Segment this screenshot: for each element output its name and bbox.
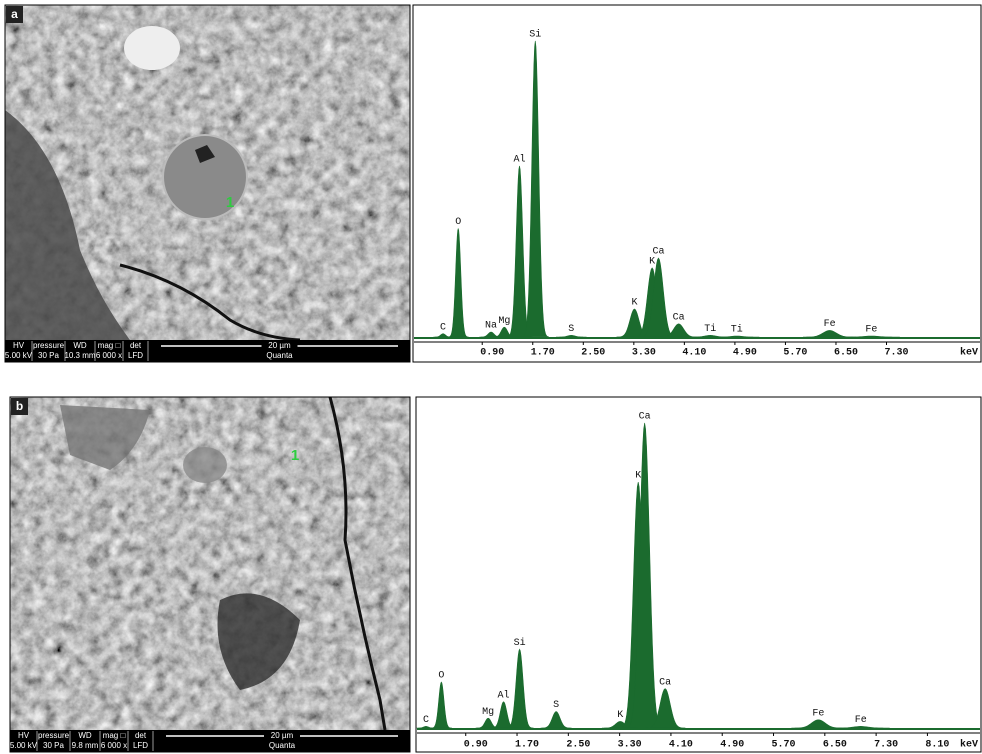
peak-label: Ca <box>652 247 664 258</box>
x-tick-label: 3.30 <box>632 348 656 359</box>
peak-label: S <box>553 700 559 711</box>
info-header: det <box>130 341 142 350</box>
x-tick-label: 1.70 <box>515 740 539 751</box>
x-tick-label: 7.30 <box>874 740 898 751</box>
peak-label: C <box>440 322 446 333</box>
sem-image <box>10 397 410 730</box>
peak-label: K <box>649 257 655 268</box>
info-value: 30 Pa <box>43 741 64 750</box>
info-header: pressure <box>33 341 65 350</box>
peak-label: Ti <box>731 324 743 336</box>
info-header: det <box>135 731 147 740</box>
x-tick-label: 4.10 <box>682 348 706 359</box>
x-tick-label: 6.50 <box>834 348 858 359</box>
peak-label: Si <box>529 29 541 41</box>
x-tick-label: 0.90 <box>464 740 488 751</box>
info-value: 10.3 mm <box>64 351 95 360</box>
peak-label: Fe <box>855 715 867 726</box>
info-header: HV <box>18 731 30 740</box>
panel-label: b <box>16 399 23 413</box>
info-value: 5.00 kV <box>10 741 38 750</box>
instrument: Quanta <box>269 741 296 750</box>
peak-label: Al <box>498 689 510 701</box>
info-header: mag □ <box>103 731 126 740</box>
scale-label: 20 µm <box>268 341 291 350</box>
peak-label: Ca <box>659 677 671 688</box>
info-value: 6 000 x <box>96 351 122 360</box>
x-tick-label: 4.10 <box>669 740 693 751</box>
info-value: LFD <box>128 351 143 360</box>
spot-marker: 1 <box>226 194 234 211</box>
peak-label: Na <box>485 321 497 332</box>
peak-label: Fe <box>812 708 824 719</box>
x-axis-label: keV <box>960 347 978 359</box>
peak-label: Al <box>513 154 525 166</box>
x-tick-label: 2.50 <box>581 348 605 359</box>
x-tick-label: 0.90 <box>480 348 504 359</box>
x-axis-label: keV <box>960 739 978 751</box>
info-value: 30 Pa <box>38 351 59 360</box>
spot-marker: 1 <box>291 447 299 464</box>
info-header: mag □ <box>98 341 121 350</box>
peak-label: Fe <box>824 319 836 330</box>
peak-label: Fe <box>865 325 877 336</box>
panel-label: a <box>11 7 18 21</box>
peak-label: Si <box>514 637 526 649</box>
x-tick-label: 6.50 <box>823 740 847 751</box>
info-value: LFD <box>133 741 148 750</box>
info-value: 6 000 x <box>101 741 127 750</box>
peak-label: K <box>617 710 623 721</box>
peak-label: Mg <box>498 316 510 327</box>
info-header: WD <box>73 341 87 350</box>
peak-label: Mg <box>482 707 494 718</box>
instrument: Quanta <box>266 351 293 360</box>
peak-label: K <box>631 298 637 309</box>
peak-label: Ca <box>639 412 651 423</box>
scale-label: 20 µm <box>271 731 294 740</box>
peak-label: K <box>635 471 641 482</box>
info-value: 5.00 kV <box>5 351 33 360</box>
figure: a1HV5.00 kVpressure30 PaWD10.3 mmmag □6 … <box>0 0 982 754</box>
peak-label: O <box>455 217 461 228</box>
x-tick-label: 7.30 <box>885 348 909 359</box>
peak-label: C <box>423 715 429 726</box>
info-header: WD <box>78 731 92 740</box>
sem-image <box>5 5 410 340</box>
info-header: pressure <box>38 731 70 740</box>
x-tick-label: 8.10 <box>925 740 949 751</box>
x-tick-label: 5.70 <box>772 740 796 751</box>
peak-label: Ti <box>704 323 716 335</box>
x-tick-label: 4.90 <box>720 740 744 751</box>
peak-label: S <box>568 324 574 335</box>
x-tick-label: 4.90 <box>733 348 757 359</box>
info-value: 9.8 mm <box>72 741 99 750</box>
info-header: HV <box>13 341 25 350</box>
x-tick-label: 1.70 <box>531 348 555 359</box>
peak-label: Ca <box>673 312 685 323</box>
x-tick-label: 2.50 <box>566 740 590 751</box>
peak-label: O <box>438 671 444 682</box>
x-tick-label: 5.70 <box>783 348 807 359</box>
x-tick-label: 3.30 <box>618 740 642 751</box>
spectrum-frame <box>413 5 981 362</box>
